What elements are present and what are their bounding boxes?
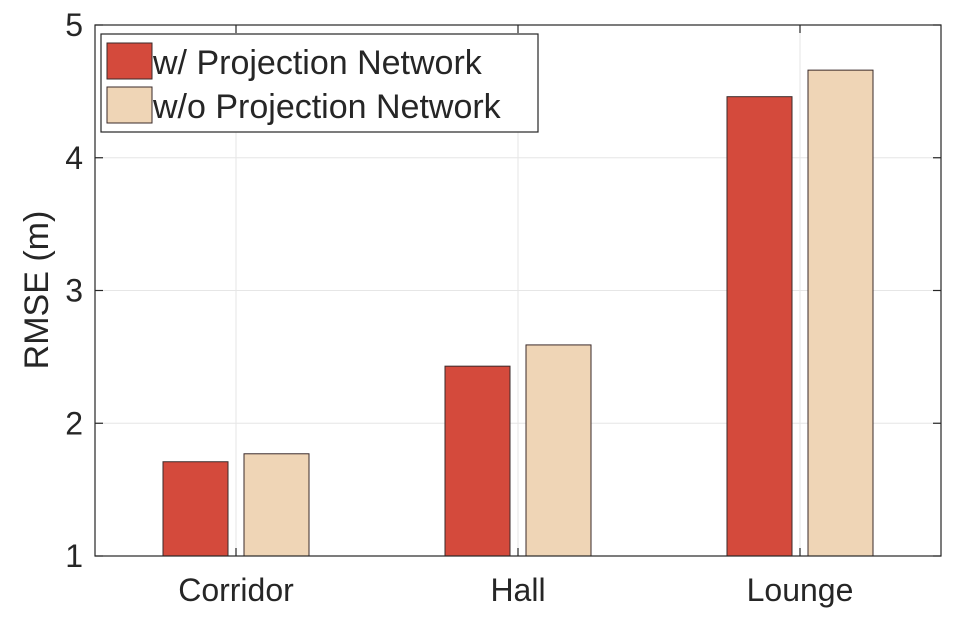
x-tick-label-lounge: Lounge: [747, 572, 854, 608]
legend-box: [100, 33, 539, 133]
axes-layer: [94, 24, 942, 557]
bar-lounge-series-2: [807, 69, 874, 557]
x-tick-label-hall: Hall: [490, 572, 545, 608]
y-tick-label: 2: [65, 405, 83, 441]
legend-swatch-2: [106, 86, 153, 124]
legend-label-2: w/o Projection Network: [152, 88, 502, 126]
y-tick-label: 5: [65, 7, 83, 43]
bar-corridor-series-1: [162, 461, 229, 557]
y-axis-label: RMSE (m): [18, 211, 56, 370]
legend-label-1: w/ Projection Network: [152, 44, 483, 82]
x-tick-label-corridor: Corridor: [178, 572, 294, 608]
y-tick-label: 4: [65, 140, 83, 176]
legend-swatch-1: [106, 42, 153, 80]
y-tick-label: 3: [65, 273, 83, 309]
tick-labels-layer: 1 2 3 4 5 Corridor Hall Lounge: [65, 7, 853, 608]
y-tick-label: 1: [65, 538, 83, 574]
bar-lounge-series-1: [726, 96, 793, 557]
legend: w/ Projection Network w/o Projection Netw…: [100, 33, 539, 133]
bar-corridor-series-2: [243, 453, 310, 557]
bars-layer: [162, 69, 874, 557]
bar-hall-series-1: [444, 365, 511, 557]
bar-hall-series-2: [525, 344, 592, 557]
